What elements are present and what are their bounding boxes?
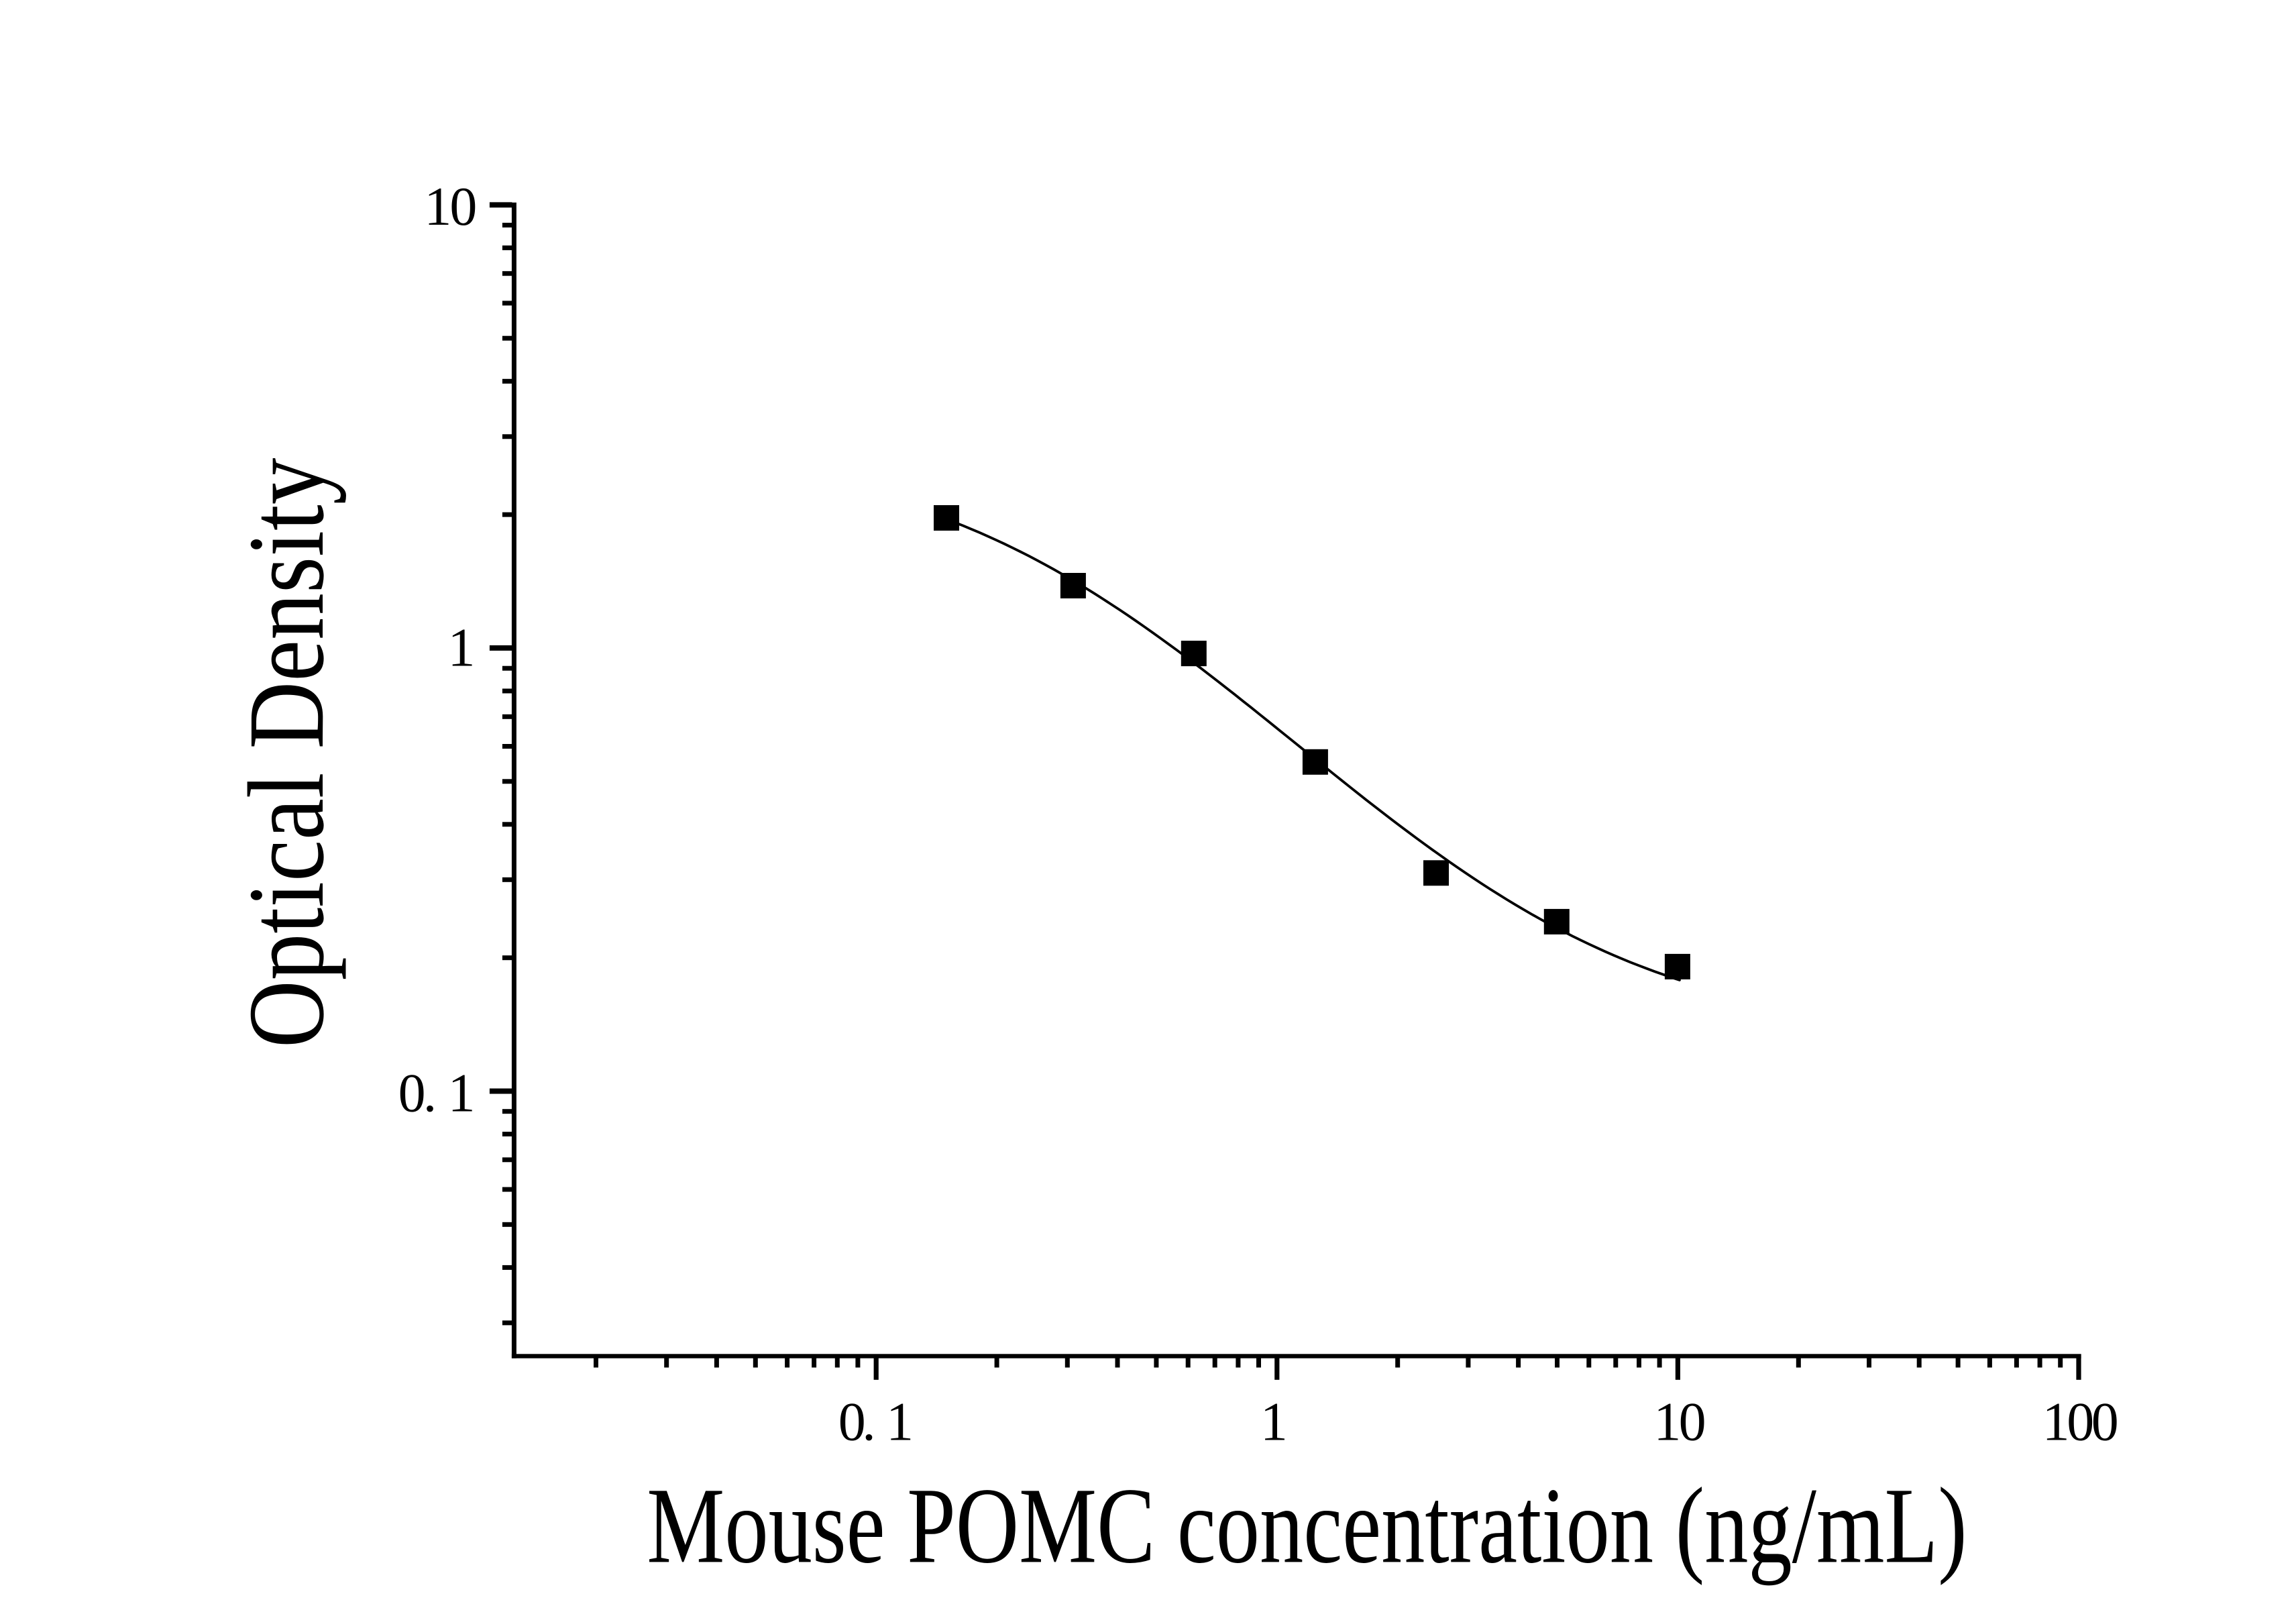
svg-text:1: 1 — [1653, 1391, 1681, 1452]
svg-text:1: 1 — [886, 1391, 914, 1452]
svg-text:1: 1 — [448, 1063, 476, 1124]
svg-text:0: 0 — [398, 1063, 426, 1124]
svg-text:Optical Density: Optical Density — [227, 458, 347, 1049]
svg-text:0: 0 — [449, 176, 477, 237]
svg-text:Mouse POMC concentration (ng/m: Mouse POMC concentration (ng/mL) — [647, 1466, 1967, 1586]
svg-text:1: 1 — [1260, 1391, 1288, 1452]
svg-text:1: 1 — [448, 617, 476, 678]
svg-text:0: 0 — [2067, 1391, 2094, 1452]
svg-text:.: . — [862, 1391, 876, 1452]
svg-text:0: 0 — [2091, 1391, 2119, 1452]
svg-text:0: 0 — [1679, 1391, 1706, 1452]
svg-text:.: . — [423, 1063, 437, 1124]
svg-text:1: 1 — [2042, 1391, 2070, 1452]
svg-text:0: 0 — [838, 1391, 866, 1452]
svg-text:1: 1 — [424, 176, 451, 237]
